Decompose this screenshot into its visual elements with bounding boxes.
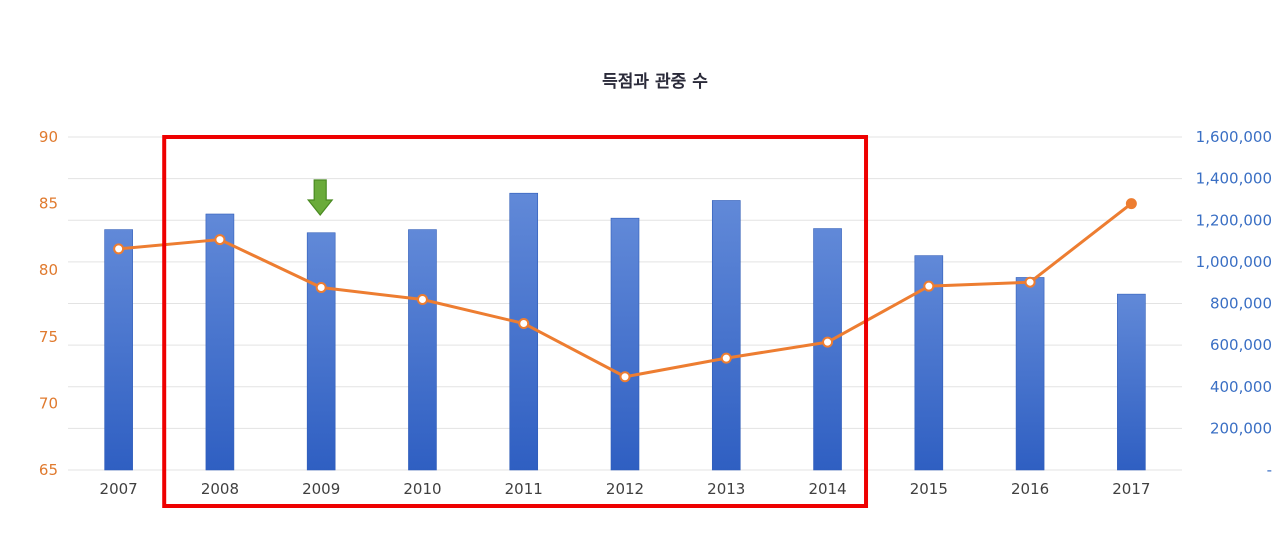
x-tick-label: 2016 bbox=[1011, 480, 1049, 498]
y-right-tick-label: 1,600,000 bbox=[1196, 128, 1272, 146]
line-point bbox=[315, 282, 327, 294]
x-tick-label: 2010 bbox=[403, 480, 441, 498]
line-point bbox=[619, 371, 631, 383]
y-left-tick-label: 90 bbox=[39, 128, 58, 146]
y-right-tick-label: 200,000 bbox=[1210, 419, 1272, 437]
y-left-tick-label: 85 bbox=[39, 195, 58, 213]
x-tick-label: 2012 bbox=[606, 480, 644, 498]
y-right-tick-label: 600,000 bbox=[1210, 336, 1272, 354]
bar bbox=[205, 213, 235, 471]
y-right-tick-label: 800,000 bbox=[1210, 295, 1272, 313]
line-point bbox=[113, 243, 125, 255]
bar bbox=[610, 217, 640, 471]
y-right-tick-label: - bbox=[1267, 461, 1272, 479]
x-tick-label: 2009 bbox=[302, 480, 340, 498]
line-point bbox=[214, 234, 226, 246]
y-right-tick-label: 1,400,000 bbox=[1196, 170, 1272, 188]
x-tick-label: 2013 bbox=[707, 480, 745, 498]
line-point bbox=[1125, 198, 1137, 210]
line-point bbox=[720, 352, 732, 364]
line-point bbox=[923, 280, 935, 292]
highlight-box bbox=[162, 135, 869, 508]
y-left-tick-label: 65 bbox=[39, 461, 58, 479]
line-point bbox=[1024, 276, 1036, 288]
x-tick-label: 2017 bbox=[1112, 480, 1150, 498]
y-left-tick-label: 80 bbox=[39, 261, 58, 279]
bar bbox=[813, 228, 842, 471]
bar bbox=[104, 229, 133, 471]
line-point bbox=[822, 336, 834, 348]
y-left-tick-label: 70 bbox=[39, 394, 58, 412]
y-right-tick-label: 1,200,000 bbox=[1196, 211, 1272, 229]
x-tick-label: 2008 bbox=[201, 480, 239, 498]
x-tick-label: 2014 bbox=[808, 480, 846, 498]
chart-title: 득점과 관중 수 bbox=[602, 72, 708, 92]
bar bbox=[306, 232, 336, 471]
down-arrow-icon bbox=[306, 179, 334, 216]
bar bbox=[408, 229, 437, 471]
bar bbox=[1117, 293, 1146, 471]
line-point bbox=[518, 317, 530, 329]
x-tick-label: 2007 bbox=[100, 480, 138, 498]
y-left-tick-label: 75 bbox=[39, 328, 58, 346]
y-right-tick-label: 400,000 bbox=[1210, 378, 1272, 396]
bar bbox=[711, 200, 741, 471]
y-right-tick-label: 1,000,000 bbox=[1196, 253, 1272, 271]
bar bbox=[509, 192, 539, 471]
line-point bbox=[416, 294, 428, 306]
bar bbox=[1015, 277, 1045, 471]
x-tick-label: 2011 bbox=[505, 480, 543, 498]
x-tick-label: 2015 bbox=[910, 480, 948, 498]
